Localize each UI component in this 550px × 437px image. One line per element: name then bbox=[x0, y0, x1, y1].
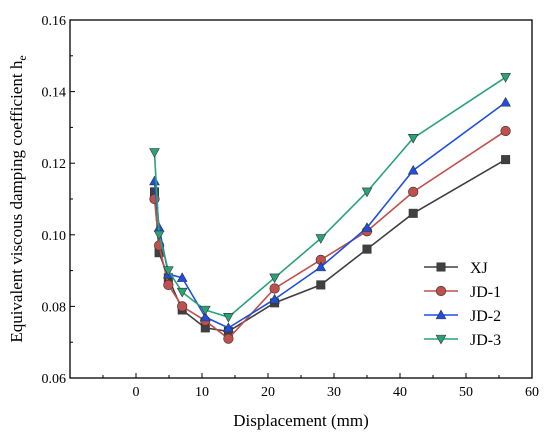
data-point bbox=[269, 283, 280, 294]
plot-border bbox=[69, 19, 533, 379]
series-jd-3 bbox=[149, 73, 511, 323]
x-tick-label: 40 bbox=[393, 385, 407, 400]
series-line bbox=[153, 158, 507, 333]
y-tick-label: 0.08 bbox=[42, 300, 67, 315]
y-tick-label: 0.10 bbox=[42, 229, 67, 244]
data-point bbox=[153, 230, 165, 241]
data-point bbox=[163, 279, 174, 291]
data-point bbox=[223, 312, 234, 323]
x-axis-title: Displacement (mm) bbox=[233, 411, 369, 430]
data-point bbox=[361, 222, 373, 232]
x-tick-label: 50 bbox=[459, 385, 473, 400]
x-tick-label: 20 bbox=[261, 385, 275, 400]
legend-item: JD-1 bbox=[424, 284, 501, 301]
legend-item: JD-2 bbox=[424, 308, 501, 325]
y-tick-label: 0.06 bbox=[42, 372, 67, 387]
data-point bbox=[315, 261, 327, 272]
data-point bbox=[500, 73, 511, 83]
data-point bbox=[407, 164, 419, 175]
data-point bbox=[269, 273, 280, 284]
data-point bbox=[149, 148, 160, 158]
legend-label: JD-1 bbox=[470, 284, 501, 301]
data-point bbox=[223, 322, 234, 333]
data-point bbox=[269, 293, 280, 304]
legend-marker bbox=[435, 334, 447, 345]
y-axis-title: Equivalent viscous damping coefficient h… bbox=[7, 55, 29, 342]
data-point bbox=[501, 155, 511, 165]
legend-item: JD-3 bbox=[424, 332, 501, 349]
data-point bbox=[408, 208, 418, 218]
series-line bbox=[153, 101, 507, 329]
legend-label: XJ bbox=[470, 260, 488, 277]
data-point bbox=[176, 272, 188, 282]
axis-ticks: 0 10 20 30 40 50 60 0.06 0.08 0.10 0.12 0.14 0.16 bbox=[42, 14, 540, 400]
data-point bbox=[500, 125, 511, 137]
data-point bbox=[223, 333, 234, 344]
data-point bbox=[176, 287, 188, 298]
series-line bbox=[153, 76, 507, 319]
series-layer bbox=[149, 73, 511, 344]
y-tick-label: 0.12 bbox=[42, 157, 67, 172]
data-point bbox=[199, 305, 211, 316]
data-point bbox=[500, 96, 511, 107]
legend-marker bbox=[436, 262, 446, 272]
legend-label: JD-2 bbox=[470, 308, 501, 325]
data-point bbox=[315, 234, 327, 244]
x-tick-label: 0 bbox=[133, 385, 140, 400]
plot-area bbox=[69, 19, 533, 379]
data-point bbox=[149, 175, 160, 186]
x-tick-label: 60 bbox=[525, 385, 539, 400]
data-point bbox=[199, 311, 211, 322]
legend-label: JD-3 bbox=[470, 332, 501, 349]
y-axis-title-main: Equivalent viscous damping coefficient h bbox=[7, 60, 26, 343]
data-point bbox=[177, 301, 188, 312]
data-point bbox=[163, 266, 174, 277]
x-tick-label: 30 bbox=[327, 385, 341, 400]
y-axis-title-subscript: e bbox=[15, 55, 29, 60]
data-point bbox=[361, 187, 373, 198]
series-jd-2 bbox=[149, 96, 511, 333]
y-tick-label: 0.14 bbox=[42, 86, 67, 101]
x-tick-label: 10 bbox=[195, 385, 209, 400]
legend: XJ JD-1 JD-2 JD-3 bbox=[424, 260, 501, 349]
legend-item: XJ bbox=[424, 260, 488, 277]
legend-marker bbox=[435, 285, 447, 297]
data-point bbox=[316, 280, 326, 290]
data-point bbox=[408, 186, 419, 197]
legend-marker bbox=[435, 309, 447, 320]
y-tick-label: 0.16 bbox=[42, 14, 67, 29]
data-point bbox=[407, 133, 419, 144]
data-point bbox=[362, 244, 372, 254]
